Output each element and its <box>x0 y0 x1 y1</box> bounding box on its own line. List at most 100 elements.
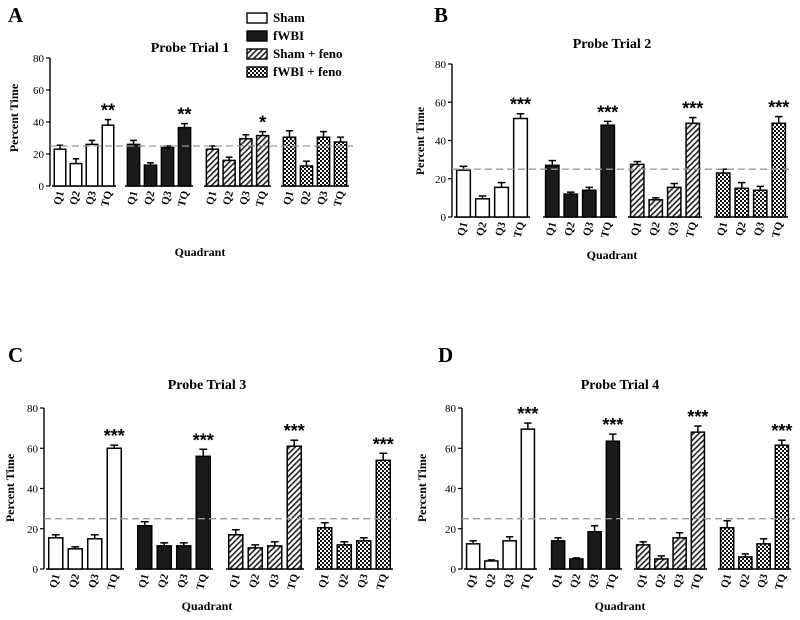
y-tick-label: 40 <box>33 117 45 129</box>
category-label: Q3 <box>315 189 330 206</box>
significance-marker: *** <box>517 404 538 424</box>
y-tick-label: 60 <box>33 85 45 97</box>
significance-marker: *** <box>687 407 708 427</box>
bar <box>336 544 353 570</box>
category-label: TQ <box>519 572 535 591</box>
bar <box>205 148 220 187</box>
y-tick-label: 60 <box>435 97 447 109</box>
bar <box>752 189 768 218</box>
bar <box>299 165 314 187</box>
significance-marker: *** <box>768 98 789 118</box>
panel-letter-a: A <box>8 3 24 27</box>
bar <box>286 445 303 570</box>
bar <box>774 444 790 570</box>
y-tick-label: 20 <box>33 149 45 161</box>
category-label: Q1 <box>204 190 219 207</box>
category-label: TQ <box>773 572 789 591</box>
category-label: TQ <box>599 220 615 239</box>
category-label: Q1 <box>227 573 242 590</box>
y-tick-label: 40 <box>435 136 447 148</box>
bar <box>227 534 244 570</box>
bar <box>493 186 510 218</box>
y-tick-label: 0 <box>39 181 45 193</box>
significance-marker: *** <box>602 415 623 435</box>
category-label: Q2 <box>653 572 668 589</box>
bar <box>550 540 566 570</box>
panel-letter-b: B <box>434 3 448 27</box>
category-label: Q1 <box>125 190 140 207</box>
bar <box>136 524 153 570</box>
bar <box>685 122 701 218</box>
category-label: Q3 <box>84 189 99 206</box>
category-label: Q2 <box>647 220 662 237</box>
category-label: Q1 <box>316 573 331 590</box>
bar <box>177 126 192 187</box>
category-label: Q3 <box>238 189 253 206</box>
bar <box>581 189 597 218</box>
category-label: TQ <box>770 220 786 239</box>
category-label: Q2 <box>298 189 313 206</box>
bar <box>86 538 103 570</box>
y-tick-label: 0 <box>441 212 447 224</box>
y-tick-label: 80 <box>27 403 39 415</box>
bar <box>502 540 517 570</box>
category-label: Q1 <box>47 573 62 590</box>
legend: Sham fWBI Sham + feno fWBI + feno <box>246 10 343 79</box>
category-label: Q1 <box>52 190 67 207</box>
category-label: Q2 <box>568 572 583 589</box>
bar <box>85 143 99 187</box>
category-label: Q1 <box>465 573 480 590</box>
bar <box>53 148 67 187</box>
bar <box>484 560 499 570</box>
category-label: Q2 <box>221 189 236 206</box>
panel-d: D Probe Trial 4 Percent Time Quadrant 0 2… <box>415 343 795 613</box>
bar <box>587 531 602 570</box>
significance-marker: *** <box>193 430 214 450</box>
category-label: Q1 <box>635 573 650 590</box>
panel-a-x-axis-label: Quadrant <box>175 245 226 259</box>
bar <box>355 540 372 570</box>
panel-a: A Probe Trial 1 Percent Time Quadrant 0 2… <box>7 3 353 259</box>
significance-marker: * <box>259 113 266 133</box>
bar <box>544 164 560 218</box>
bar <box>247 547 264 570</box>
category-label: Q3 <box>755 572 770 589</box>
bar <box>690 431 706 570</box>
bar <box>605 440 621 570</box>
category-label: Q2 <box>474 220 489 237</box>
bar <box>520 428 536 570</box>
y-tick-label: 60 <box>445 443 457 455</box>
legend-swatch-fwbi <box>246 30 268 42</box>
category-label: TQ <box>332 189 348 208</box>
category-label: Q3 <box>666 220 681 237</box>
category-label: Q3 <box>175 572 190 589</box>
category-label: Q2 <box>142 189 157 206</box>
category-label: Q1 <box>455 221 470 238</box>
bar <box>455 169 472 218</box>
category-label: Q3 <box>671 572 686 589</box>
y-tick-label: 40 <box>445 484 457 496</box>
significance-marker: ** <box>101 101 115 121</box>
bar <box>738 556 753 570</box>
significance-marker: *** <box>597 102 618 122</box>
category-label: TQ <box>684 220 700 239</box>
bar <box>143 164 158 187</box>
bar <box>569 558 584 570</box>
panel-letter-d: D <box>438 343 453 367</box>
y-tick-label: 20 <box>445 524 457 536</box>
panel-b-y-axis-label: Percent Time <box>413 106 427 175</box>
legend-label-fwbi: fWBI <box>273 28 304 43</box>
bar <box>67 548 84 570</box>
category-label: Q3 <box>355 572 370 589</box>
panel-c-title: Probe Trial 3 <box>168 378 247 393</box>
bar <box>160 146 175 187</box>
bar <box>47 537 64 570</box>
category-label: Q3 <box>752 220 767 237</box>
category-label: Q3 <box>586 572 601 589</box>
category-label: TQ <box>105 572 121 591</box>
category-label: TQ <box>254 189 270 208</box>
category-label: TQ <box>512 220 528 239</box>
bar <box>333 141 348 187</box>
